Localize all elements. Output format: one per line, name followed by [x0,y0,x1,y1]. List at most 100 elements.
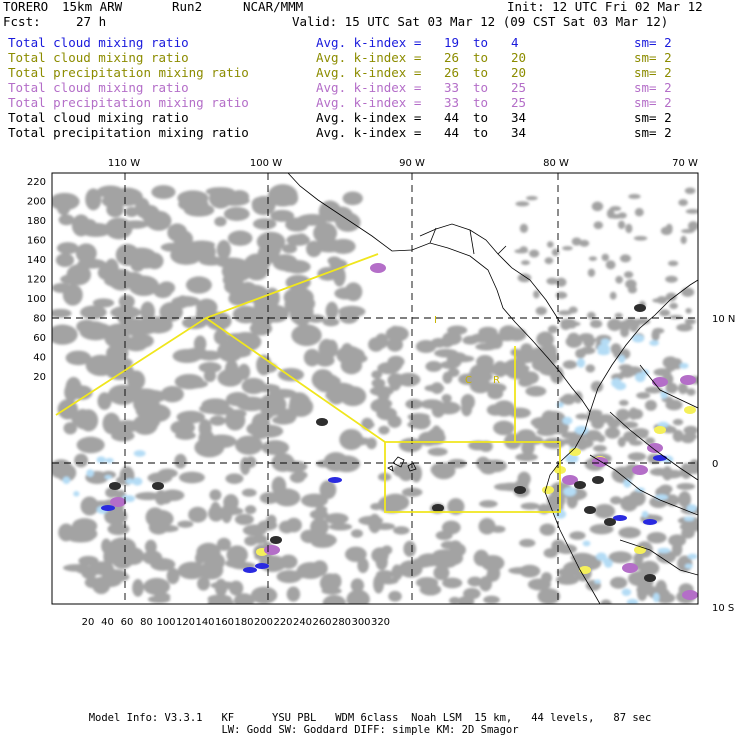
cloud-patch [104,258,119,279]
legend-range-to: to [473,95,489,110]
cloud-patch [533,290,540,299]
cloud-patch [483,595,500,604]
cloud-patch [645,437,656,445]
cloud-patch [209,489,222,501]
cloud-patch [546,277,558,285]
cloud-patch [441,520,461,535]
cloud-patch [241,377,266,395]
cloud-patch [85,188,102,211]
light-cloud-patch [686,504,697,513]
x-tick-label: 40 [101,617,114,628]
light-cloud-patch [104,474,113,480]
cloud-patch [686,388,696,396]
purple-cell [264,545,280,555]
legend-field: Total precipitation mixing ratio [8,65,249,80]
cloud-patch [508,407,531,419]
cloud-patch [591,201,604,212]
cloud-patch [230,331,262,352]
cloud-patch [517,471,531,487]
cloud-patch [80,305,107,320]
cloud-patch [381,493,410,512]
cloud-patch [154,489,167,506]
latitude-label: 10 N [712,314,735,325]
cloud-patch [579,239,590,247]
cloud-patch [449,596,461,604]
model-resolution: 15km ARW [62,0,123,14]
yellow-cell [634,546,646,554]
cloud-patch [310,518,329,536]
cloud-patch [177,190,209,206]
longitude-label: 80 W [543,158,569,169]
cloud-patch [183,203,215,217]
physics-info-line: LW: Godd SW: Goddard DIFF: simple KM: 2D… [221,724,519,736]
cloud-patch [628,194,641,199]
cloud-patch [655,592,676,604]
cloud-patch [559,396,571,404]
x-tick-label: 140 [195,617,214,628]
light-cloud-patch [597,343,610,354]
cloud-patch [541,410,557,425]
cloud-patch [543,548,558,558]
cloud-patch [479,372,494,382]
longitude-label: 90 W [399,158,425,169]
cloud-patch [229,190,250,204]
cloud-patch [333,266,346,287]
cloud-patch [371,547,389,564]
cloud-patch [685,209,698,214]
purple-cell [652,377,668,387]
org-label: NCAR/MMM [243,0,304,14]
light-cloud-patch [86,469,94,477]
cloud-patch [366,437,377,450]
legend-smoothing: sm= 2 [634,125,672,140]
cloud-patch [558,310,573,316]
cloud-patch [177,520,194,528]
legend-smoothing: sm= 2 [634,50,672,65]
cloud-patch [325,388,356,402]
light-cloud-patch [565,453,579,464]
cloud-patch [683,425,698,435]
cloud-patch [590,380,604,393]
cloud-patch [479,576,493,592]
cloud-patch [600,599,612,604]
cloud-patch [478,326,498,338]
x-tick-label: 80 [140,617,153,628]
light-cloud-patch [683,516,695,522]
cloud-patch [539,523,556,536]
legend-range-to: to [473,35,489,50]
cloud-patch [241,488,257,497]
blue-cell [653,455,667,461]
cloud-patch [652,327,665,334]
region-label-r: R [493,375,500,386]
cloud-patch [424,384,445,392]
cloud-patch [344,282,363,302]
cloud-patch [158,525,179,533]
purple-cell [647,443,663,453]
y-tick-label: 60 [33,333,46,344]
cloud-patch [116,305,134,325]
cloud-patch [324,513,349,525]
yellow-cell [684,406,696,414]
cloud-patch [353,593,364,603]
cloud-patch [656,550,676,564]
cloud-patch [144,539,157,554]
cloud-patch [569,531,586,540]
cloud-patch [52,308,72,318]
cloud-patch [573,391,583,404]
cloud-patch [589,524,614,535]
purple-cell [370,263,386,273]
x-tick-label: 180 [234,617,253,628]
cloud-patch [589,319,603,329]
cloud-patch [151,185,176,199]
cloud-patch [403,540,417,557]
cloud-patch [594,503,616,519]
y-tick-label: 80 [33,314,46,325]
cloud-patch [339,429,364,451]
cloud-patch [387,373,405,388]
cloud-patch [185,276,212,294]
cloud-patch [106,344,129,363]
light-cloud-patch [684,563,693,569]
cloud-patch [74,453,89,468]
light-cloud-patch [618,354,626,364]
dark-cell [574,481,586,489]
cloud-patch [521,440,535,456]
